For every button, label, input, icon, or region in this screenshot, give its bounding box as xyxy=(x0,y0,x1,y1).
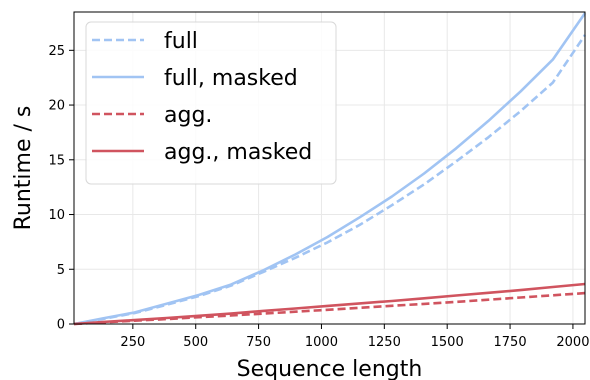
legend-entry-label: full, masked xyxy=(164,66,298,91)
x-tick-label: 1000 xyxy=(305,335,338,350)
x-axis-label: Sequence length xyxy=(237,357,423,380)
plot-frame xyxy=(73,11,586,325)
x-tick-label: 1250 xyxy=(368,335,401,350)
y-tick-label: 20 xyxy=(48,99,65,114)
x-tick-label: 1500 xyxy=(431,335,464,350)
series-line-agg xyxy=(73,291,586,326)
x-tick-label: 750 xyxy=(246,335,271,350)
legend: full full, masked agg. agg., masked xyxy=(85,21,337,185)
y-tick-label: 15 xyxy=(48,153,65,168)
series-line-full xyxy=(73,34,587,326)
y-tick-label: 5 xyxy=(57,263,65,278)
y-axis-label: Runtime / s xyxy=(11,106,36,231)
legend-entry-label: agg., masked xyxy=(164,140,312,165)
series-line-full-masked xyxy=(73,12,587,326)
legend-box xyxy=(85,21,337,185)
x-tick-label: 250 xyxy=(120,335,145,350)
y-tick-label: 10 xyxy=(48,208,65,223)
axes: 250 500 750 1000 1250 1500 1750 2000 0 5 10 15 20 25 xyxy=(48,11,589,350)
x-tick-label: 2000 xyxy=(556,335,589,350)
legend-entry-label: agg. xyxy=(164,103,212,128)
series-line-agg-masked xyxy=(73,282,586,326)
x-tick-label: 1750 xyxy=(494,335,527,350)
x-tick-label: 500 xyxy=(183,335,208,350)
series-lines xyxy=(73,12,587,326)
y-tick-label: 0 xyxy=(57,318,65,333)
legend-entry-label: full xyxy=(164,29,198,54)
y-tick-label: 25 xyxy=(48,44,65,59)
